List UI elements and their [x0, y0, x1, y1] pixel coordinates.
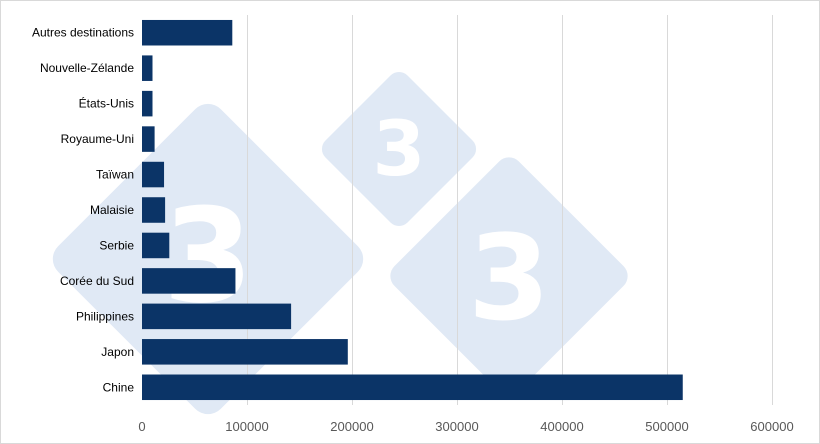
bar	[142, 161, 165, 188]
watermark-diamond-top	[321, 71, 477, 227]
category-label: Malaisie	[90, 203, 134, 217]
category-label: Corée du Sud	[60, 274, 134, 288]
category-label: Taïwan	[96, 168, 134, 182]
category-label: Royaume-Uni	[61, 132, 134, 146]
category-label: Nouvelle-Zélande	[40, 61, 134, 75]
category-label: Japon	[101, 345, 134, 359]
category-label: États-Unis	[79, 96, 134, 111]
bar	[142, 19, 233, 46]
watermark-diamond-right	[390, 157, 628, 395]
bar	[142, 55, 153, 81]
category-label: Philippines	[76, 309, 134, 323]
watermark-logo: 3 3 3	[52, 71, 628, 415]
category-label: Chine	[103, 380, 135, 394]
category-labels: Chine Japon Philippines Corée du Sud Serbie M…	[32, 26, 134, 395]
x-tick-label: 400000	[540, 419, 583, 434]
watermark-diamond-left	[52, 103, 364, 415]
bar	[142, 197, 166, 223]
x-tick-labels: 0 100000 200000 300000 400000 500000 600000	[138, 419, 793, 434]
x-tick-label: 200000	[330, 419, 373, 434]
x-tick-label: 300000	[435, 419, 478, 434]
watermark-glyph-top: 3	[373, 104, 426, 193]
bar	[142, 232, 170, 259]
x-tick-label: 100000	[225, 419, 268, 434]
category-label: Serbie	[99, 238, 134, 252]
watermark-glyph-right: 3	[468, 209, 550, 347]
bar	[142, 303, 292, 330]
bar	[142, 339, 348, 365]
bar	[142, 374, 683, 401]
bar	[142, 268, 236, 294]
x-tick-label: 600000	[750, 419, 793, 434]
category-label: Autres destinations	[32, 26, 134, 40]
x-tick-label: 500000	[645, 419, 688, 434]
bar	[142, 126, 155, 152]
bars	[142, 19, 683, 401]
bar	[142, 90, 153, 117]
x-tick-label: 0	[138, 419, 145, 434]
